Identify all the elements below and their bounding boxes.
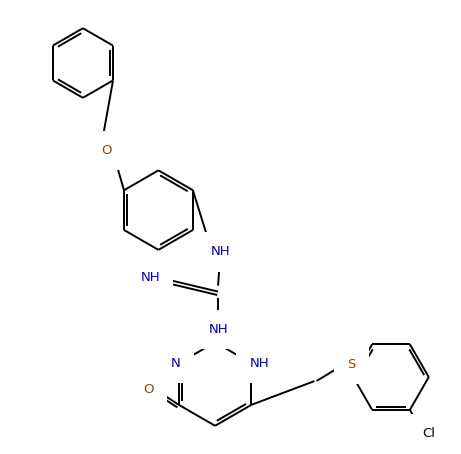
Text: NH: NH: [249, 357, 269, 370]
Text: Cl: Cl: [422, 427, 435, 440]
Text: N: N: [171, 357, 181, 370]
Text: O: O: [101, 144, 112, 157]
Text: NH: NH: [208, 323, 228, 336]
Text: NH: NH: [210, 245, 230, 258]
Text: O: O: [143, 383, 154, 395]
Text: NH: NH: [141, 271, 160, 284]
Text: S: S: [347, 358, 355, 370]
